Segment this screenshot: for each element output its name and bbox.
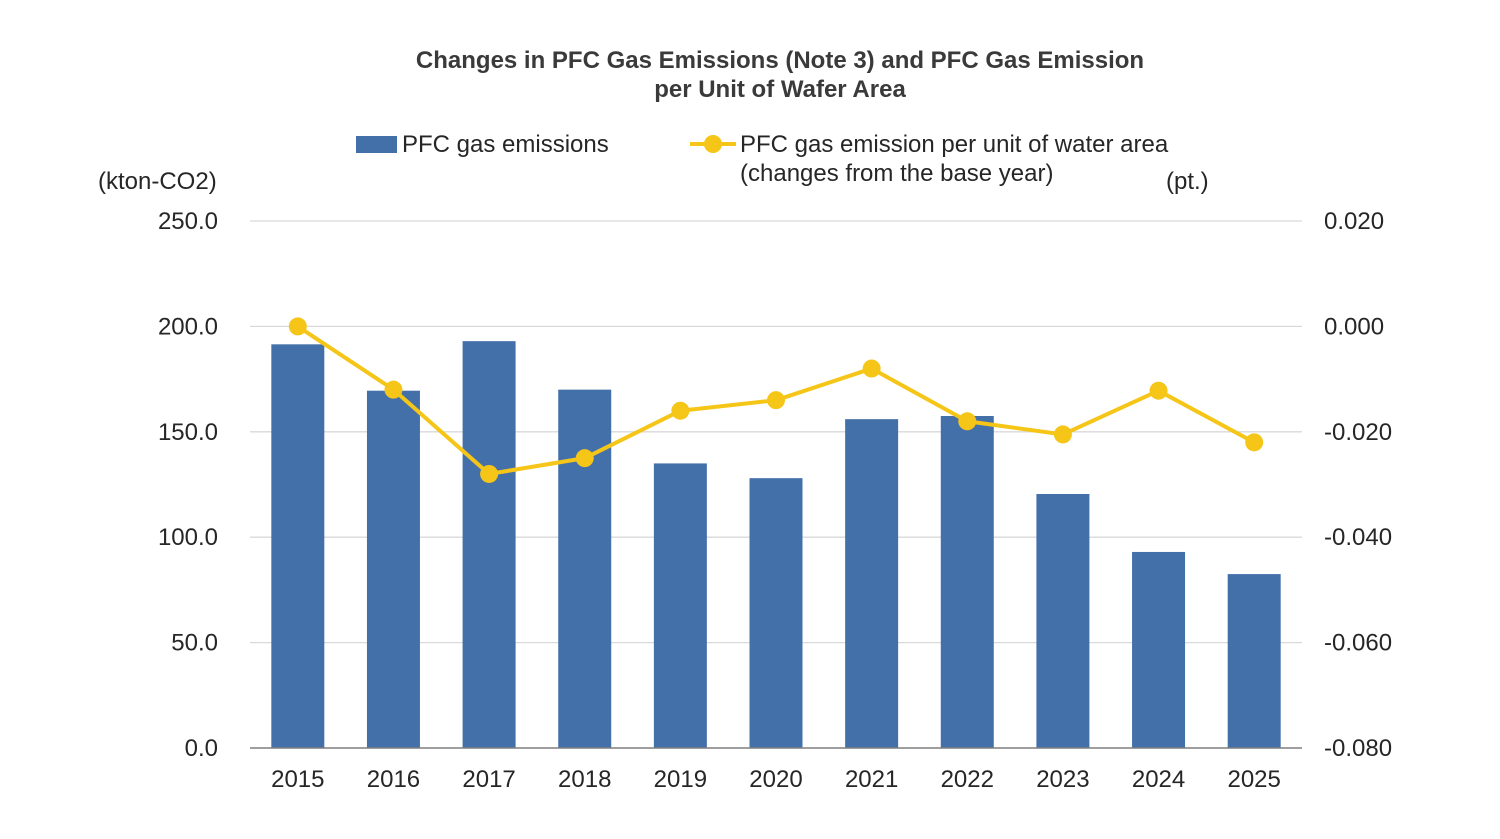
point-pfc-per-wafer-area: [480, 464, 499, 483]
bar-pfc-emissions: [653, 463, 707, 748]
point-pfc-per-wafer-area: [767, 391, 785, 410]
x-tick-label: 2016: [367, 766, 420, 793]
x-tick-label: 2025: [1227, 766, 1280, 793]
left-tick-label: 250.0: [158, 208, 218, 235]
chart-title-line1: Changes in PFC Gas Emissions (Note 3) an…: [415, 47, 1145, 74]
point-pfc-per-wafer-area: [1053, 425, 1072, 444]
point-pfc-per-wafer-area: [1149, 381, 1168, 400]
x-tick-label: 2022: [941, 766, 994, 793]
right-axis-unit: (pt.): [1166, 168, 1209, 195]
bar-pfc-emissions: [366, 390, 420, 748]
bar-pfc-emissions: [940, 415, 994, 748]
legend-line-label-line1: PFC gas emission per unit of water area: [740, 131, 1169, 158]
left-tick-label: 150.0: [158, 419, 218, 446]
legend-bar-label: PFC gas emissions: [402, 131, 609, 158]
chart-title-line2: per Unit of Wafer Area: [654, 76, 906, 103]
left-tick-label: 100.0: [158, 524, 218, 551]
legend-line-label-line2: (changes from the base year): [740, 160, 1054, 187]
point-pfc-per-wafer-area: [575, 449, 594, 468]
legend-bar-swatch: [356, 136, 397, 153]
x-tick-label: 2018: [558, 766, 611, 793]
x-tick-label: 2017: [462, 766, 515, 793]
point-pfc-per-wafer-area: [958, 412, 977, 431]
right-tick-label: 0.000: [1324, 313, 1384, 340]
x-tick-label: 2023: [1036, 766, 1089, 793]
point-pfc-per-wafer-area: [671, 401, 690, 420]
right-tick-label: -0.060: [1324, 630, 1392, 657]
left-axis-unit: (kton-CO2): [98, 168, 217, 195]
right-tick-label: 0.020: [1324, 208, 1384, 235]
right-tick-label: -0.020: [1324, 419, 1392, 446]
bar-pfc-emissions: [271, 344, 325, 748]
right-tick-label: -0.040: [1324, 524, 1392, 551]
bar-pfc-emissions: [1132, 551, 1186, 748]
x-tick-label: 2015: [271, 766, 324, 793]
left-tick-label: 200.0: [158, 313, 218, 340]
point-pfc-per-wafer-area: [384, 380, 403, 399]
bar-pfc-emissions: [1036, 493, 1090, 748]
x-tick-label: 2021: [845, 766, 898, 793]
bar-pfc-emissions: [462, 341, 516, 748]
left-tick-label: 0.0: [185, 735, 218, 762]
chart-title: Changes in PFC Gas Emissions (Note 3) an…: [250, 46, 1310, 104]
point-pfc-per-wafer-area: [1245, 433, 1264, 452]
right-tick-label: -0.080: [1324, 735, 1392, 762]
point-pfc-per-wafer-area: [862, 359, 881, 378]
left-tick-label: 50.0: [171, 630, 218, 657]
bar-pfc-emissions: [1227, 574, 1281, 748]
bar-pfc-emissions: [845, 419, 899, 748]
x-tick-label: 2020: [749, 766, 802, 793]
point-pfc-per-wafer-area: [288, 317, 307, 336]
bar-pfc-emissions: [558, 389, 612, 748]
legend-line-label: PFC gas emission per unit of water area …: [740, 130, 1168, 188]
x-tick-label: 2024: [1132, 766, 1185, 793]
x-tick-label: 2019: [654, 766, 707, 793]
legend-line-marker: [704, 135, 722, 153]
bar-pfc-emissions: [749, 478, 803, 748]
